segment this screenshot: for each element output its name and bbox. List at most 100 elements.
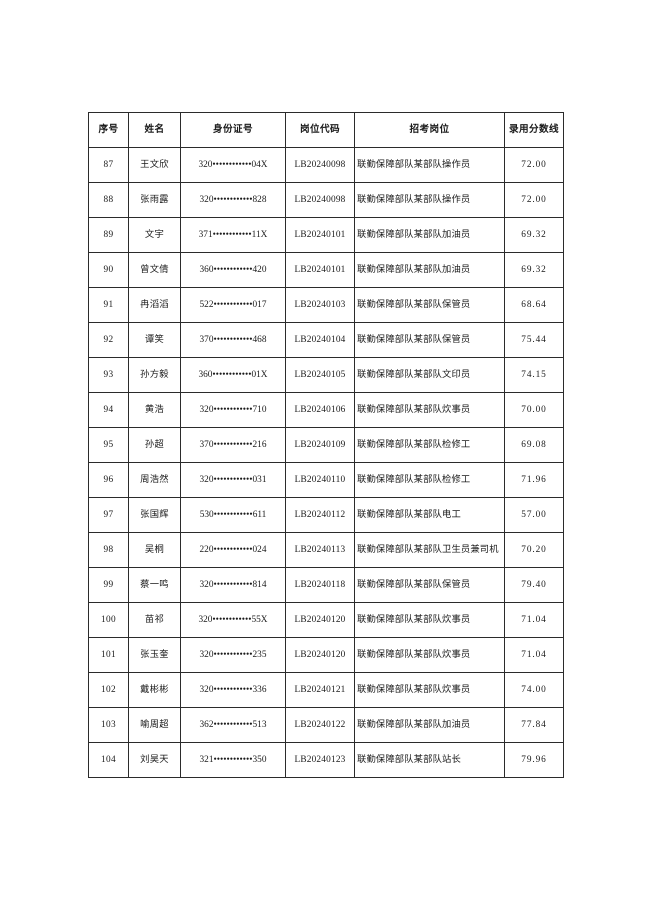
cell-post: 联勤保障部队某部队炊事员 <box>354 602 505 638</box>
cell-name: 谭笑 <box>128 322 181 358</box>
cell-seq: 104 <box>88 742 129 778</box>
cell-name: 张玉奎 <box>128 637 181 673</box>
cell-post: 联勤保障部队某部队保管员 <box>354 567 505 603</box>
table-row: 93 孙方毅 360••••••••••••01X LB20240105 联勤保障部队某… <box>88 357 564 393</box>
cell-post: 联勤保障部队某部队炊事员 <box>354 392 505 428</box>
cell-seq: 90 <box>88 252 129 288</box>
cell-score: 68.64 <box>504 287 564 323</box>
table-row: 95 孙超 370••••••••••••216 LB20240109 联勤保障部队某部… <box>88 427 564 463</box>
table-row: 87 王文欣 320••••••••••••04X LB20240098 联勤保障部队某… <box>88 147 564 183</box>
cell-name: 王文欣 <box>128 147 181 183</box>
cell-seq: 100 <box>88 602 129 638</box>
cell-seq: 93 <box>88 357 129 393</box>
recruitment-roster-table: 序号 姓名 身份证号 岗位代码 招考岗位 录用分数线 87 王文欣 320•••••… <box>88 112 564 778</box>
cell-seq: 98 <box>88 532 129 568</box>
cell-score: 70.20 <box>504 532 564 568</box>
cell-score: 77.84 <box>504 707 564 743</box>
cell-name: 黄浩 <box>128 392 181 428</box>
cell-id: 320••••••••••••710 <box>180 392 286 428</box>
cell-code: LB20240106 <box>285 392 355 428</box>
cell-seq: 92 <box>88 322 129 358</box>
cell-id: 320••••••••••••04X <box>180 147 286 183</box>
cell-code: LB20240098 <box>285 182 355 218</box>
cell-id: 321••••••••••••350 <box>180 742 286 778</box>
table-body: 87 王文欣 320••••••••••••04X LB20240098 联勤保障部队某… <box>88 147 564 778</box>
table-header: 序号 姓名 身份证号 岗位代码 招考岗位 录用分数线 <box>88 112 564 148</box>
table-row: 91 冉滔滔 522••••••••••••017 LB20240103 联勤保障部队某… <box>88 287 564 323</box>
cell-name: 周浩然 <box>128 462 181 498</box>
cell-score: 71.04 <box>504 637 564 673</box>
cell-seq: 103 <box>88 707 129 743</box>
column-header-score-line: 录用分数线 <box>504 112 564 148</box>
cell-post: 联勤保障部队某部队加油员 <box>354 707 505 743</box>
table-row: 97 张国辉 530••••••••••••611 LB20240112 联勤保障部队某… <box>88 497 564 533</box>
cell-score: 74.00 <box>504 672 564 708</box>
cell-score: 79.96 <box>504 742 564 778</box>
cell-seq: 94 <box>88 392 129 428</box>
cell-id: 320••••••••••••031 <box>180 462 286 498</box>
cell-id: 371••••••••••••11X <box>180 217 286 253</box>
cell-id: 370••••••••••••216 <box>180 427 286 463</box>
cell-id: 320••••••••••••55X <box>180 602 286 638</box>
cell-score: 75.44 <box>504 322 564 358</box>
cell-code: LB20240101 <box>285 217 355 253</box>
cell-code: LB20240105 <box>285 357 355 393</box>
cell-name: 曾文倩 <box>128 252 181 288</box>
cell-score: 71.04 <box>504 602 564 638</box>
cell-post: 联勤保障部队某部队文印员 <box>354 357 505 393</box>
column-header-sequence: 序号 <box>88 112 129 148</box>
column-header-post-name: 招考岗位 <box>354 112 505 148</box>
cell-seq: 97 <box>88 497 129 533</box>
cell-seq: 89 <box>88 217 129 253</box>
table-row: 104 刘昊天 321••••••••••••350 LB20240123 联勤保障部队… <box>88 742 564 778</box>
cell-code: LB20240121 <box>285 672 355 708</box>
cell-name: 苗祁 <box>128 602 181 638</box>
cell-id: 362••••••••••••513 <box>180 707 286 743</box>
table-row: 88 张雨露 320••••••••••••828 LB20240098 联勤保障部队某… <box>88 182 564 218</box>
cell-seq: 87 <box>88 147 129 183</box>
cell-seq: 96 <box>88 462 129 498</box>
cell-post: 联勤保障部队某部队保管员 <box>354 287 505 323</box>
cell-id: 360••••••••••••420 <box>180 252 286 288</box>
cell-score: 70.00 <box>504 392 564 428</box>
cell-id: 360••••••••••••01X <box>180 357 286 393</box>
cell-id: 320••••••••••••336 <box>180 672 286 708</box>
cell-id: 522••••••••••••017 <box>180 287 286 323</box>
cell-seq: 102 <box>88 672 129 708</box>
cell-name: 蔡一鸣 <box>128 567 181 603</box>
cell-post: 联勤保障部队某部队加油员 <box>354 217 505 253</box>
cell-name: 孙方毅 <box>128 357 181 393</box>
cell-seq: 91 <box>88 287 129 323</box>
cell-name: 文宇 <box>128 217 181 253</box>
cell-post: 联勤保障部队某部队保管员 <box>354 322 505 358</box>
table-row: 99 蔡一鸣 320••••••••••••814 LB20240118 联勤保障部队某… <box>88 567 564 603</box>
cell-code: LB20240120 <box>285 602 355 638</box>
table-row: 100 苗祁 320••••••••••••55X LB20240120 联勤保障部队某… <box>88 602 564 638</box>
table-row: 89 文宇 371••••••••••••11X LB20240101 联勤保障部队某部… <box>88 217 564 253</box>
cell-score: 79.40 <box>504 567 564 603</box>
cell-name: 吴桐 <box>128 532 181 568</box>
cell-score: 57.00 <box>504 497 564 533</box>
cell-code: LB20240123 <box>285 742 355 778</box>
table-row: 90 曾文倩 360••••••••••••420 LB20240101 联勤保障部队某… <box>88 252 564 288</box>
cell-name: 冉滔滔 <box>128 287 181 323</box>
cell-score: 72.00 <box>504 147 564 183</box>
cell-seq: 101 <box>88 637 129 673</box>
cell-post: 联勤保障部队某部队操作员 <box>354 182 505 218</box>
cell-score: 71.96 <box>504 462 564 498</box>
cell-score: 69.32 <box>504 252 564 288</box>
cell-post: 联勤保障部队某部队操作员 <box>354 147 505 183</box>
cell-id: 320••••••••••••235 <box>180 637 286 673</box>
cell-code: LB20240122 <box>285 707 355 743</box>
cell-code: LB20240110 <box>285 462 355 498</box>
cell-code: LB20240098 <box>285 147 355 183</box>
cell-post: 联勤保障部队某部队检修工 <box>354 462 505 498</box>
cell-post: 联勤保障部队某部队检修工 <box>354 427 505 463</box>
cell-post: 联勤保障部队某部队加油员 <box>354 252 505 288</box>
cell-id: 320••••••••••••814 <box>180 567 286 603</box>
cell-code: LB20240103 <box>285 287 355 323</box>
cell-score: 69.32 <box>504 217 564 253</box>
cell-code: LB20240120 <box>285 637 355 673</box>
cell-post: 联勤保障部队某部队电工 <box>354 497 505 533</box>
